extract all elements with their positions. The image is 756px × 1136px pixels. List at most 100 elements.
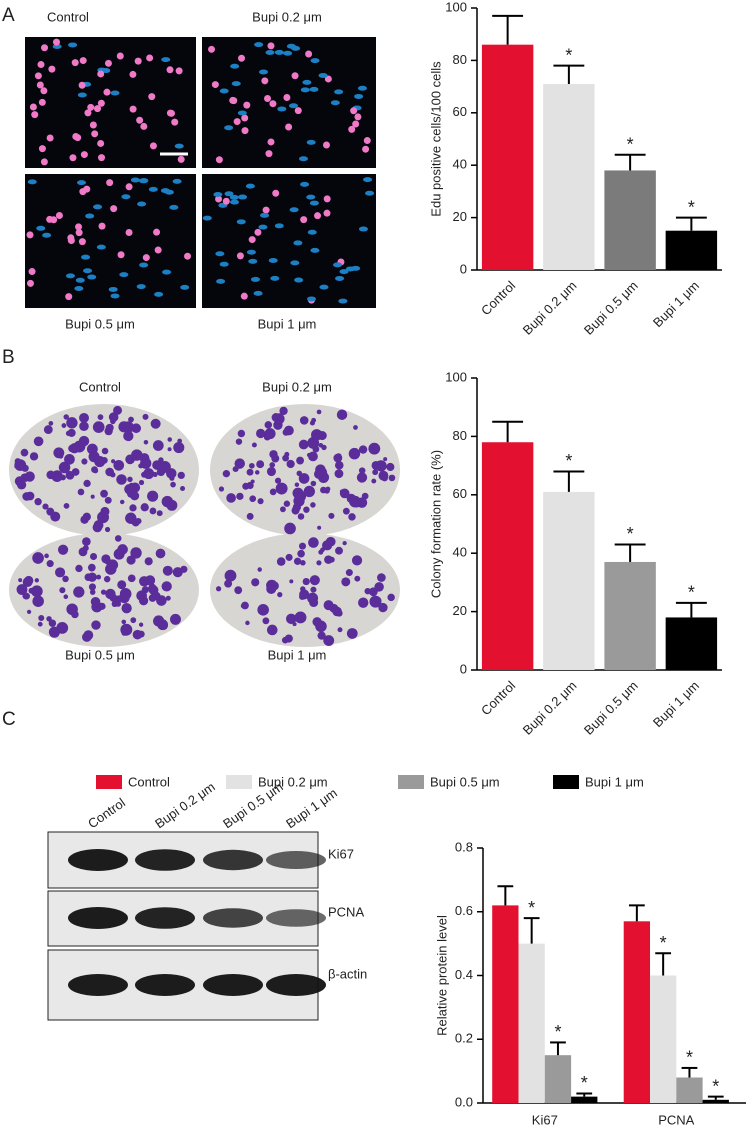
significance: * [686, 1048, 693, 1068]
colony [16, 478, 23, 486]
colony [298, 439, 309, 450]
blot-band [135, 849, 195, 871]
bar [543, 491, 595, 670]
colony [348, 447, 361, 460]
cell [80, 151, 88, 159]
cell [261, 77, 269, 85]
y-axis-label: Edu positive cells/100 cells [428, 61, 443, 217]
colony [46, 560, 54, 568]
cell [300, 181, 310, 187]
cell [272, 189, 280, 197]
cell [96, 244, 106, 250]
colony [87, 572, 97, 582]
colony [106, 559, 119, 571]
cell [262, 206, 270, 214]
colony [100, 489, 108, 498]
colony [67, 428, 76, 437]
cell [166, 109, 174, 117]
colony [38, 614, 45, 621]
cell [330, 100, 340, 106]
significance: * [688, 197, 695, 217]
cell [26, 279, 34, 287]
colony [82, 545, 89, 552]
colony [117, 544, 128, 555]
cell [52, 38, 60, 46]
cell [307, 229, 317, 235]
cell [224, 191, 234, 197]
cell [148, 186, 158, 192]
colony [131, 423, 142, 434]
colony [44, 553, 49, 559]
blot-band [203, 908, 263, 928]
colony [61, 423, 67, 428]
colony [308, 451, 318, 462]
colony [89, 552, 98, 561]
colony [251, 578, 260, 587]
colony [353, 425, 358, 430]
colony [377, 573, 386, 582]
colony [103, 575, 111, 583]
colony [354, 575, 361, 582]
cell [238, 194, 248, 200]
y-tick-label: 0.6 [455, 903, 473, 918]
cell [348, 125, 356, 133]
cell [365, 190, 375, 196]
colony [82, 512, 91, 521]
cell [42, 232, 52, 238]
cell [174, 143, 184, 149]
cell [289, 207, 299, 213]
colony [83, 479, 91, 488]
y-tick-label: 0.0 [455, 1094, 473, 1109]
blot-lane-label: Control [85, 795, 128, 831]
colony [269, 450, 278, 459]
bar [665, 617, 718, 670]
colony [156, 510, 163, 517]
colony [109, 594, 118, 602]
colony [22, 492, 32, 501]
image-caption: Bupi 1 μm [258, 316, 317, 331]
colony [299, 593, 306, 600]
blot-band [68, 849, 128, 871]
colony [143, 439, 149, 445]
colony [266, 624, 278, 636]
colony [274, 477, 282, 484]
cell [248, 236, 256, 244]
cell [87, 274, 97, 280]
colony [361, 492, 369, 500]
colony [224, 579, 233, 588]
y-tick-label: 0.4 [455, 967, 473, 982]
significance: * [565, 451, 572, 471]
cell [298, 156, 308, 162]
colony [22, 577, 33, 588]
cell [354, 113, 362, 121]
colony [138, 479, 145, 486]
colony [91, 620, 101, 630]
cell [154, 246, 162, 254]
cell [334, 89, 344, 95]
cell [26, 231, 34, 239]
cell [50, 216, 58, 224]
colony [28, 587, 35, 594]
cell [354, 93, 364, 99]
colony [152, 460, 162, 470]
colony [152, 471, 158, 477]
significance: * [627, 134, 634, 154]
colony [348, 513, 356, 521]
colony [31, 585, 43, 598]
cell [318, 72, 328, 78]
cell [108, 286, 118, 292]
colony [298, 542, 307, 550]
cell [169, 204, 179, 210]
colony [358, 445, 368, 454]
colony [82, 537, 91, 546]
cell [153, 228, 161, 236]
colony [77, 488, 85, 496]
bar [623, 921, 651, 1103]
cell [335, 275, 345, 281]
colony [37, 621, 43, 627]
cell [48, 65, 56, 73]
significance: * [712, 1076, 719, 1096]
panel-label: B [2, 347, 15, 368]
cell [93, 105, 101, 113]
colony [177, 438, 183, 444]
